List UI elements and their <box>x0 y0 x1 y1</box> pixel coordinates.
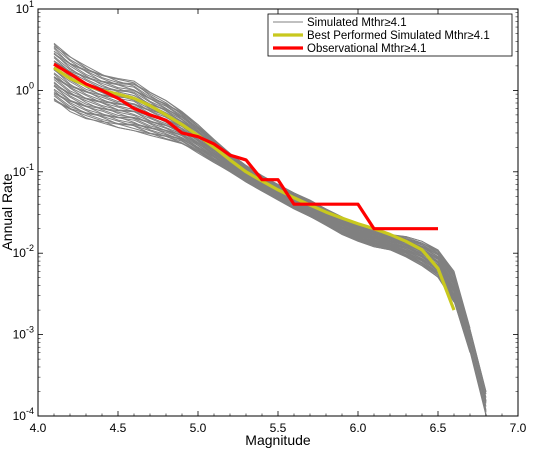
x-tick-label: 7.0 <box>510 421 527 435</box>
simulated-line <box>53 92 471 350</box>
x-tick-label: 6.5 <box>430 421 447 435</box>
best-simulated-line <box>53 66 456 311</box>
y-tick-label: 10-4 <box>13 406 34 423</box>
x-axis: 4.0 4.5 5.0 5.5 6.0 6.5 7.0 <box>30 9 527 435</box>
x-axis-label: Magnitude <box>245 432 311 448</box>
x-tick-label: 5.0 <box>190 421 207 435</box>
y-axis: 101 100 10-1 10-2 10-3 10-4 <box>13 0 518 423</box>
simulated-line <box>53 53 487 395</box>
simulated-line <box>53 69 471 341</box>
legend-label: Observational Mthr≥4.1 <box>307 43 426 55</box>
y-axis-label: Annual Rate <box>0 173 15 250</box>
x-tick-label: 6.0 <box>350 421 367 435</box>
legend-box <box>267 13 513 57</box>
y-tick-label: 101 <box>16 0 34 16</box>
x-tick-label: 4.5 <box>110 421 127 435</box>
legend-label: Simulated Mthr≥4.1 <box>307 17 407 29</box>
plot-area <box>38 9 518 416</box>
x-tick-label: 5.5 <box>270 421 287 435</box>
y-tick-label: 100 <box>16 80 34 97</box>
simulated-line <box>53 76 487 407</box>
y-tick-label: 10-1 <box>13 162 34 179</box>
observational-line <box>53 62 438 231</box>
y-tick-label: 10-2 <box>13 243 34 260</box>
simulated-line <box>53 85 455 295</box>
legend-label: Best Performed Simulated Mthr≥4.1 <box>307 30 490 42</box>
x-tick-label: 4.0 <box>30 421 47 435</box>
y-tick-label: 10-3 <box>13 325 34 342</box>
series-lines <box>53 62 456 311</box>
